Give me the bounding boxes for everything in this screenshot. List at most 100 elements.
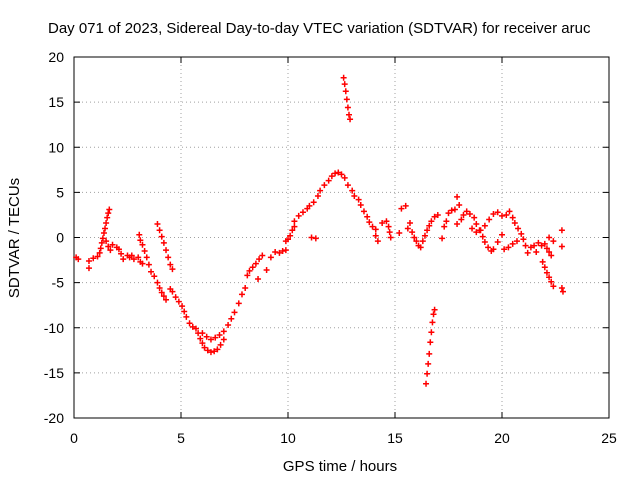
data-point (90, 255, 97, 262)
data-point (424, 227, 431, 234)
data-point (485, 244, 492, 251)
data-point (434, 211, 441, 218)
data-point (558, 285, 565, 292)
data-point (494, 209, 501, 216)
data-point (550, 238, 557, 245)
data-point (312, 235, 319, 242)
data-point (156, 227, 163, 234)
data-point (169, 266, 176, 273)
data-point (387, 234, 394, 241)
data-point (154, 279, 161, 286)
data-point (441, 223, 448, 230)
data-point (85, 257, 92, 264)
data-point (546, 274, 553, 281)
data-point (148, 268, 155, 275)
y-tick-label: 10 (48, 139, 64, 155)
data-point (351, 192, 358, 199)
data-point (139, 260, 146, 267)
data-point (317, 187, 324, 194)
data-point (139, 241, 146, 248)
data-point (406, 220, 413, 227)
data-point (360, 208, 367, 215)
data-point (539, 258, 546, 265)
data-point (411, 234, 418, 241)
data-point (163, 296, 170, 303)
data-point (96, 249, 103, 256)
data-point (347, 116, 354, 123)
data-point (494, 239, 501, 246)
data-point (385, 223, 392, 230)
data-point (335, 169, 342, 176)
data-point (343, 96, 350, 103)
data-point (207, 349, 214, 356)
data-point (143, 254, 150, 261)
data-point (423, 380, 430, 387)
data-point (427, 339, 434, 346)
data-point (197, 335, 204, 342)
data-point (128, 252, 135, 259)
data-point (473, 229, 480, 236)
data-point (419, 238, 426, 245)
x-tick-label: 25 (601, 430, 617, 446)
data-point (469, 225, 476, 232)
data-point (383, 218, 390, 225)
data-point (531, 242, 538, 249)
data-point (505, 244, 512, 251)
data-point (501, 246, 508, 253)
data-point (513, 238, 520, 245)
data-point (225, 322, 232, 329)
y-tick-label: -20 (44, 410, 64, 426)
data-point (100, 229, 107, 236)
data-point (366, 219, 373, 226)
data-point (103, 220, 110, 227)
data-point (520, 236, 527, 243)
data-point (98, 239, 105, 246)
data-point (109, 241, 116, 248)
data-point (279, 248, 286, 255)
data-point (458, 216, 465, 223)
data-point (85, 265, 92, 272)
data-point (272, 248, 279, 255)
data-point (490, 211, 497, 218)
data-point (456, 202, 463, 209)
data-point (107, 247, 114, 254)
data-point (499, 212, 505, 219)
data-point (538, 242, 545, 249)
data-point (548, 278, 555, 285)
data-point (220, 328, 227, 335)
data-point (151, 273, 158, 280)
data-point (451, 206, 458, 213)
data-point (535, 239, 542, 246)
data-point (425, 360, 432, 367)
data-point (175, 298, 182, 305)
data-point (499, 231, 505, 238)
data-point (308, 234, 315, 241)
data-point (295, 212, 302, 219)
data-point (486, 216, 493, 223)
data-point (75, 256, 82, 263)
data-point (426, 350, 433, 357)
data-point (448, 207, 455, 214)
y-tick-label: -5 (52, 275, 65, 291)
data-point (169, 288, 176, 295)
data-point (473, 220, 480, 227)
data-point (506, 208, 513, 215)
data-point (344, 182, 351, 189)
data-point (172, 294, 179, 301)
data-point (228, 315, 235, 322)
data-point (220, 336, 227, 343)
y-axis-label: SDTVAR / TECUs (6, 178, 23, 298)
data-point (543, 269, 550, 276)
data-point (511, 220, 518, 227)
data-point (310, 199, 317, 206)
data-point (454, 193, 461, 200)
data-point (321, 182, 328, 189)
data-point (541, 264, 548, 271)
data-point (466, 211, 473, 218)
y-tick-label: -10 (44, 320, 64, 336)
data-point (160, 239, 167, 246)
data-point (518, 230, 525, 237)
data-point (454, 220, 461, 227)
data-point (299, 209, 306, 216)
